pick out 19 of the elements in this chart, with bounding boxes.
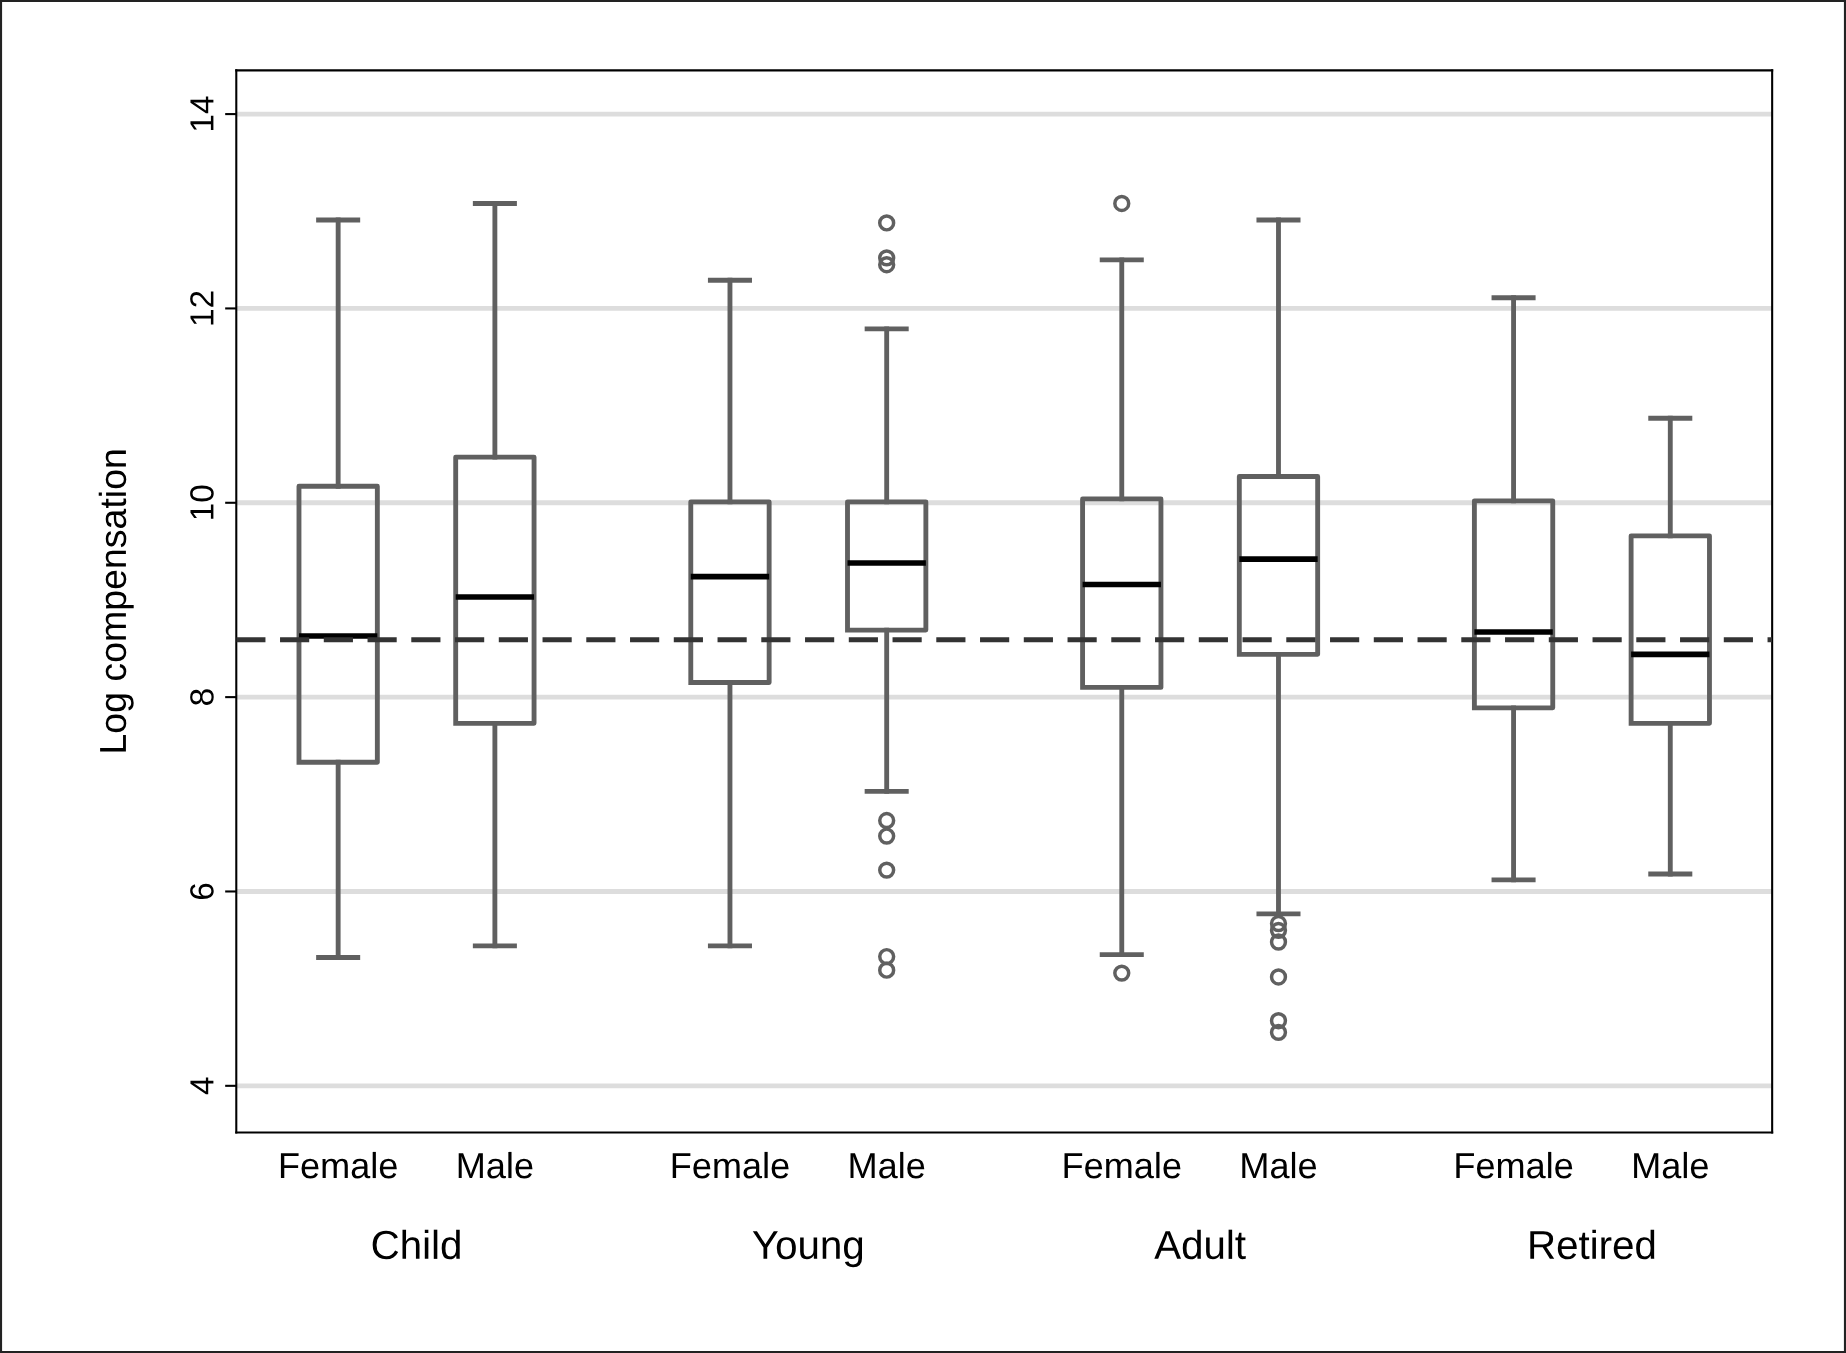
text: Adult [1154, 1229, 1246, 1260]
text: Young [752, 1231, 863, 1268]
y-tick-label: 8 [190, 689, 214, 705]
y-tick-label: 14 [190, 96, 214, 131]
y-tick-label: 6 [190, 883, 214, 900]
x-tick-label: Female [1456, 1151, 1573, 1179]
y-tick-label: 12 [190, 291, 214, 325]
x-tick-label: Female [280, 1151, 397, 1179]
text: Retired [1530, 1229, 1655, 1260]
y-axis-title: Log compensation [98, 450, 134, 752]
x-tick-label: Female [1064, 1151, 1181, 1179]
y-tick-label: 10 [190, 485, 214, 519]
x-tick-label: Male [458, 1151, 533, 1179]
x-tick-label: Male [1242, 1151, 1317, 1179]
y-tick-label: 4 [190, 1077, 214, 1095]
x-tick-label: Male [850, 1151, 925, 1179]
x-tick-label: Female [672, 1151, 789, 1179]
text: Child [372, 1229, 460, 1260]
x-tick-label: Male [1634, 1151, 1708, 1179]
